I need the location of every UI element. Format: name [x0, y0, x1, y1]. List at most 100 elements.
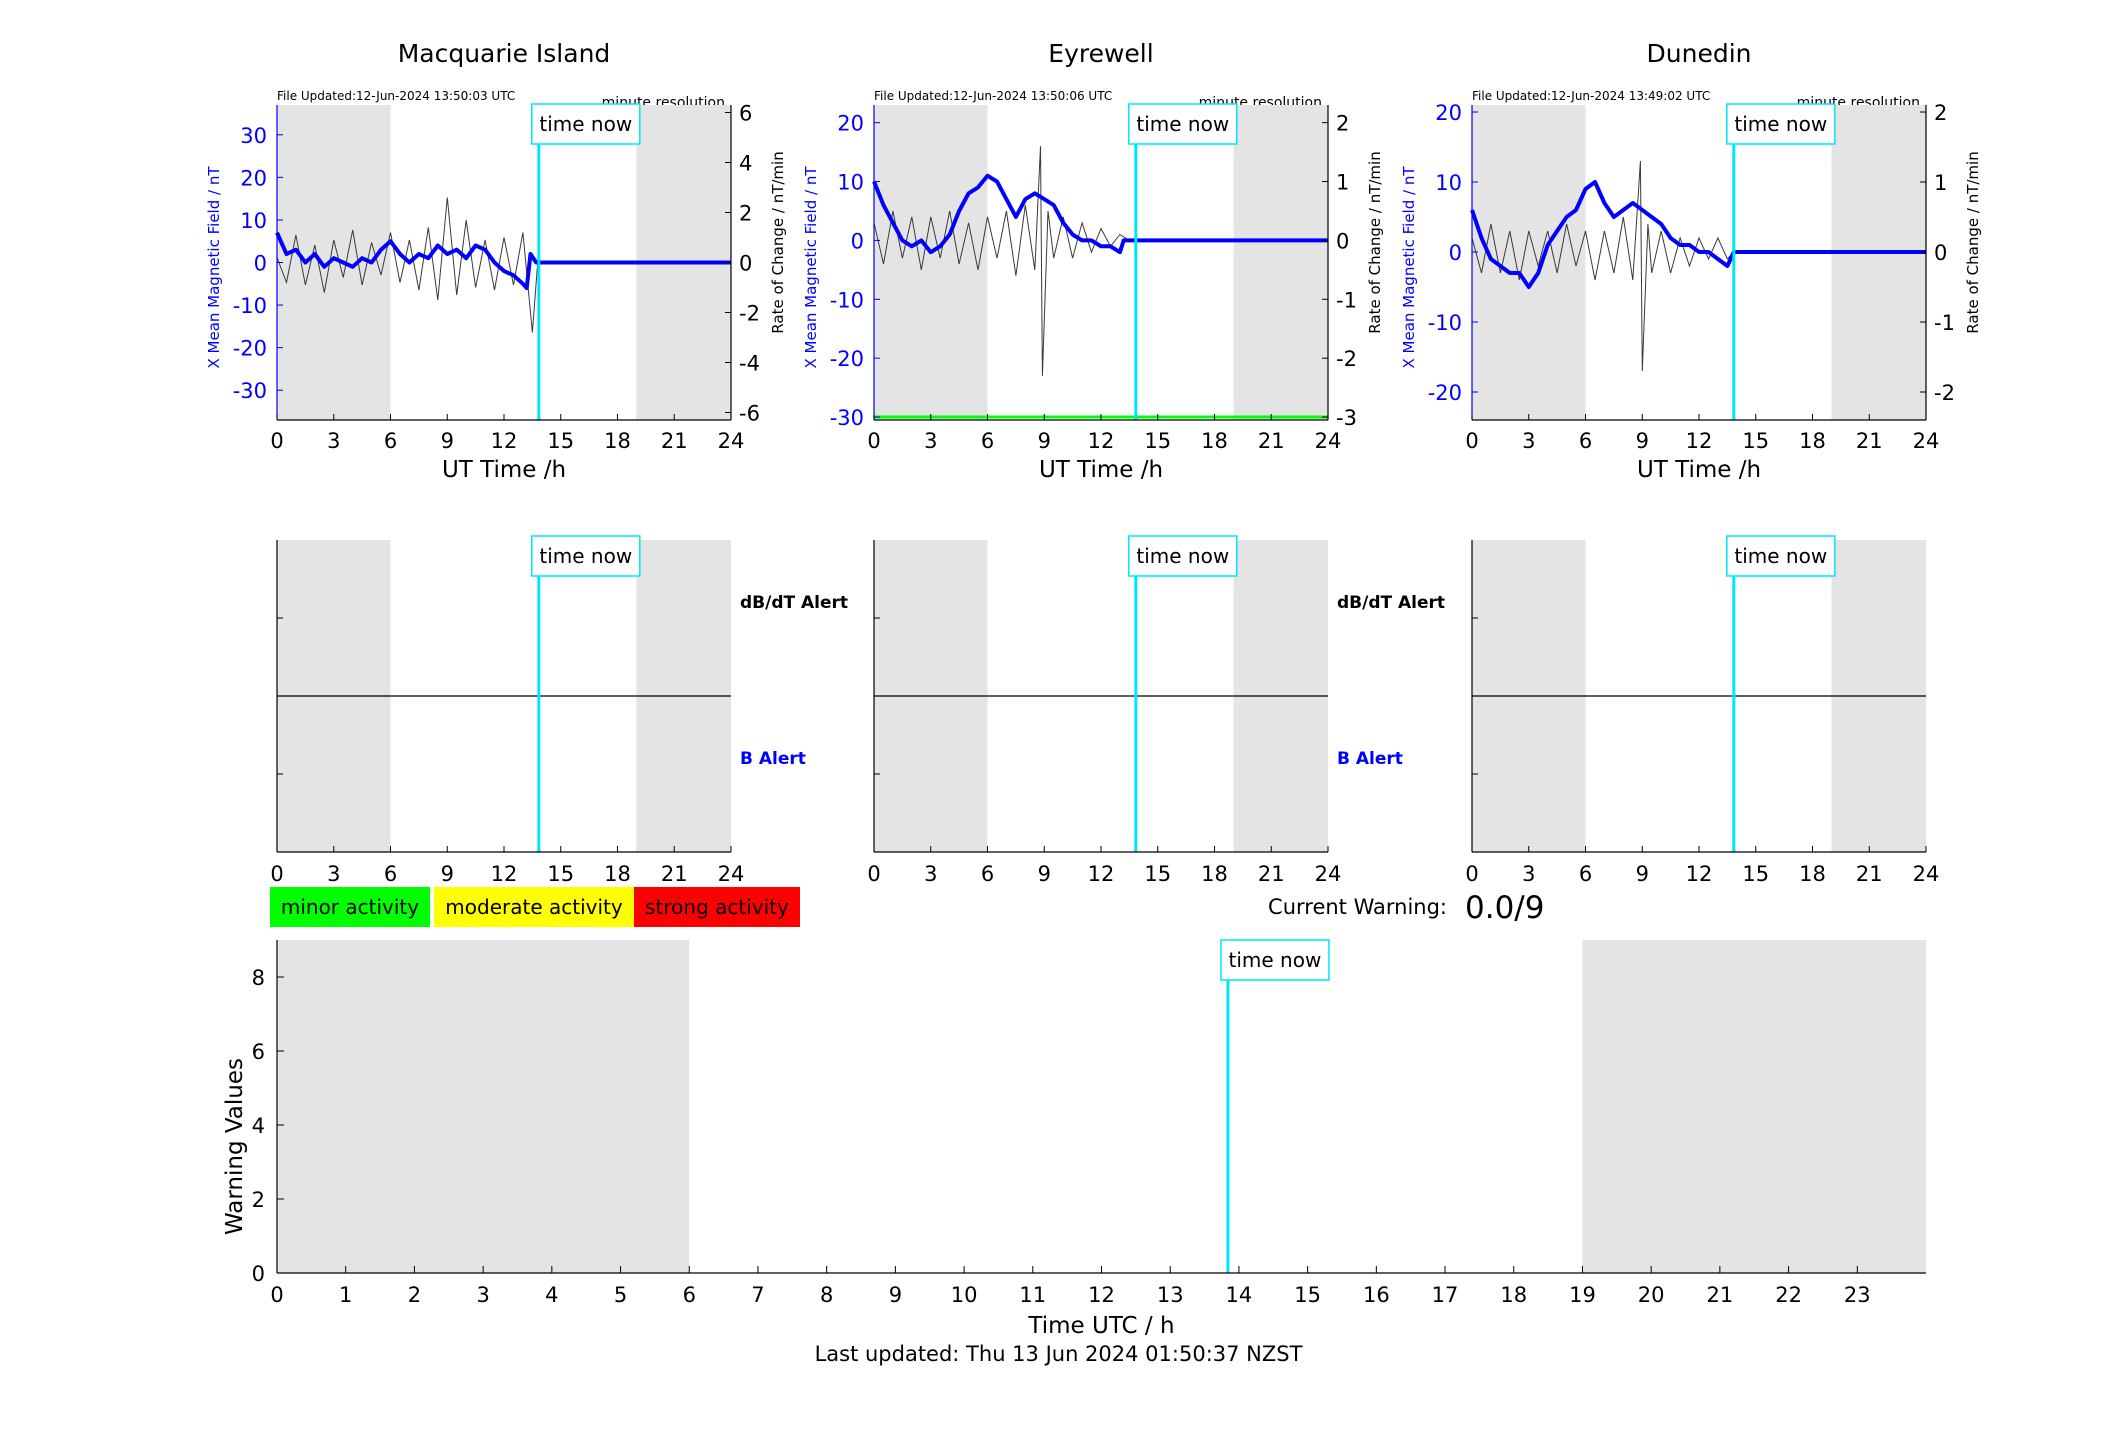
- x-tick-label: 15: [1742, 429, 1769, 453]
- left-tick-label: -20: [1428, 381, 1462, 405]
- left-tick-label: 0: [1449, 241, 1462, 265]
- x-tick-label: 21: [661, 862, 688, 886]
- x-tick-label: 23: [1844, 1283, 1871, 1307]
- x-tick-label: 0: [270, 429, 283, 453]
- right-axis-label: Rate of Change / nT/min: [1366, 151, 1384, 333]
- x-tick-label: 8: [820, 1283, 833, 1307]
- x-tick-label: 18: [1201, 429, 1228, 453]
- magnetic-field-line: [872, 173, 1328, 255]
- alert-panel-2: time now 0 3 6 9 12 15 18 21 24 dB/dT Alert B Alert: [867, 535, 1445, 886]
- file-updated-text: File Updated:12-Jun-2024 13:50:06 UTC: [874, 89, 1112, 103]
- left-tick-label: 20: [1435, 101, 1462, 125]
- time-now-box: [1128, 103, 1238, 145]
- magnetic-field-line: [275, 231, 731, 290]
- x-tick-label: 17: [1432, 1283, 1459, 1307]
- time-now-box: [1726, 535, 1836, 577]
- x-tick-label: 12: [1088, 862, 1115, 886]
- x-tick-label: 12: [491, 862, 518, 886]
- right-tick-label: 1: [1336, 171, 1349, 195]
- time-now-box: [531, 535, 641, 577]
- x-tick-label: 6: [384, 429, 397, 453]
- time-now-box: [531, 103, 641, 145]
- x-tick-label: 12: [1686, 429, 1713, 453]
- x-axis-label: UT Time /h: [442, 457, 566, 483]
- x-tick-label: 0: [1465, 862, 1478, 886]
- left-tick-label: -10: [1428, 311, 1462, 335]
- x-tick-label: 21: [1707, 1283, 1734, 1307]
- x-tick-label: 9: [441, 862, 454, 886]
- right-tick-label: -2: [739, 302, 760, 326]
- night-shade: [277, 940, 690, 1273]
- right-tick-label: -3: [1336, 406, 1357, 430]
- y-tick-label: 2: [252, 1188, 265, 1212]
- alert-panel-3: time now 0 3 6 9 12 15 18 21 24: [1465, 535, 1940, 886]
- x-tick-label: 11: [1019, 1283, 1046, 1307]
- x-axis-label: UT Time /h: [1637, 457, 1761, 483]
- x-tick-label: 21: [661, 429, 688, 453]
- time-now-label: time now: [1136, 544, 1229, 568]
- x-tick-label: 12: [1088, 1283, 1115, 1307]
- x-tick-label: 3: [327, 862, 340, 886]
- x-tick-label: 15: [1742, 862, 1769, 886]
- x-axis-label: UT Time /h: [1039, 457, 1163, 483]
- left-tick-label: -10: [233, 294, 267, 318]
- x-tick-label: 0: [867, 862, 880, 886]
- time-now-label: time now: [1229, 948, 1322, 972]
- x-tick-label: 18: [1201, 862, 1228, 886]
- right-tick-label: 0: [1934, 241, 1947, 265]
- right-tick-label: -1: [1934, 311, 1955, 335]
- x-tick-label: 12: [1088, 429, 1115, 453]
- x-tick-label: 20: [1638, 1283, 1665, 1307]
- legend-minor-label: minor activity: [281, 895, 419, 919]
- rate-of-change-line: [1471, 160, 1735, 372]
- x-tick-label: 6: [384, 862, 397, 886]
- x-tick-label: 3: [924, 429, 937, 453]
- x-tick-label: 12: [491, 429, 518, 453]
- x-tick-label: 0: [867, 429, 880, 453]
- x-tick-label: 18: [1799, 862, 1826, 886]
- b-alert-label: B Alert: [740, 749, 806, 769]
- time-now-label: time now: [1734, 112, 1827, 136]
- x-tick-label: 19: [1569, 1283, 1596, 1307]
- x-tick-label: 13: [1157, 1283, 1184, 1307]
- x-tick-label: 21: [1856, 862, 1883, 886]
- x-tick-label: 6: [1579, 862, 1592, 886]
- file-updated-text: File Updated:12-Jun-2024 13:49:02 UTC: [1472, 89, 1710, 103]
- right-tick-label: -2: [1934, 381, 1955, 405]
- x-tick-label: 16: [1363, 1283, 1390, 1307]
- left-axis-label: X Mean Magnetic Field / nT: [802, 166, 820, 369]
- right-tick-label: 2: [739, 202, 752, 226]
- x-axis-label: Time UTC / h: [1027, 1313, 1174, 1339]
- x-tick-label: 18: [604, 429, 631, 453]
- x-tick-label: 24: [718, 429, 745, 453]
- x-tick-label: 6: [981, 429, 994, 453]
- right-tick-label: -6: [739, 402, 760, 426]
- right-tick-label: 0: [1336, 229, 1349, 253]
- left-tick-label: 10: [240, 209, 267, 233]
- x-tick-label: 15: [547, 862, 574, 886]
- x-tick-label: 9: [441, 429, 454, 453]
- legend-moderate-swatch: [434, 887, 634, 927]
- x-tick-label: 24: [718, 862, 745, 886]
- x-tick-label: 18: [604, 862, 631, 886]
- left-tick-label: 10: [837, 171, 864, 195]
- y-tick-label: 0: [252, 1262, 265, 1286]
- y-axis-label: Warning Values: [222, 1058, 248, 1235]
- activity-legend: minor activity moderate activity strong ac…: [270, 887, 800, 927]
- x-tick-label: 24: [1913, 862, 1940, 886]
- x-tick-label: 24: [1315, 429, 1342, 453]
- alert-panel-1: time now 0 3 6 9 12 15 18 21 24 dB/dT Alert B Alert: [270, 535, 848, 886]
- right-tick-label: 6: [739, 102, 752, 126]
- x-tick-label: 9: [1636, 862, 1649, 886]
- x-tick-label: 15: [1144, 862, 1171, 886]
- x-tick-label: 22: [1775, 1283, 1802, 1307]
- x-tick-label: 15: [547, 429, 574, 453]
- x-tick-label: 0: [270, 862, 283, 886]
- left-tick-label: -10: [830, 288, 864, 312]
- x-tick-label: 12: [1686, 862, 1713, 886]
- y-tick-label: 8: [252, 966, 265, 990]
- time-now-box: [1128, 535, 1238, 577]
- time-now-label: time now: [1734, 544, 1827, 568]
- x-tick-label: 21: [1258, 862, 1285, 886]
